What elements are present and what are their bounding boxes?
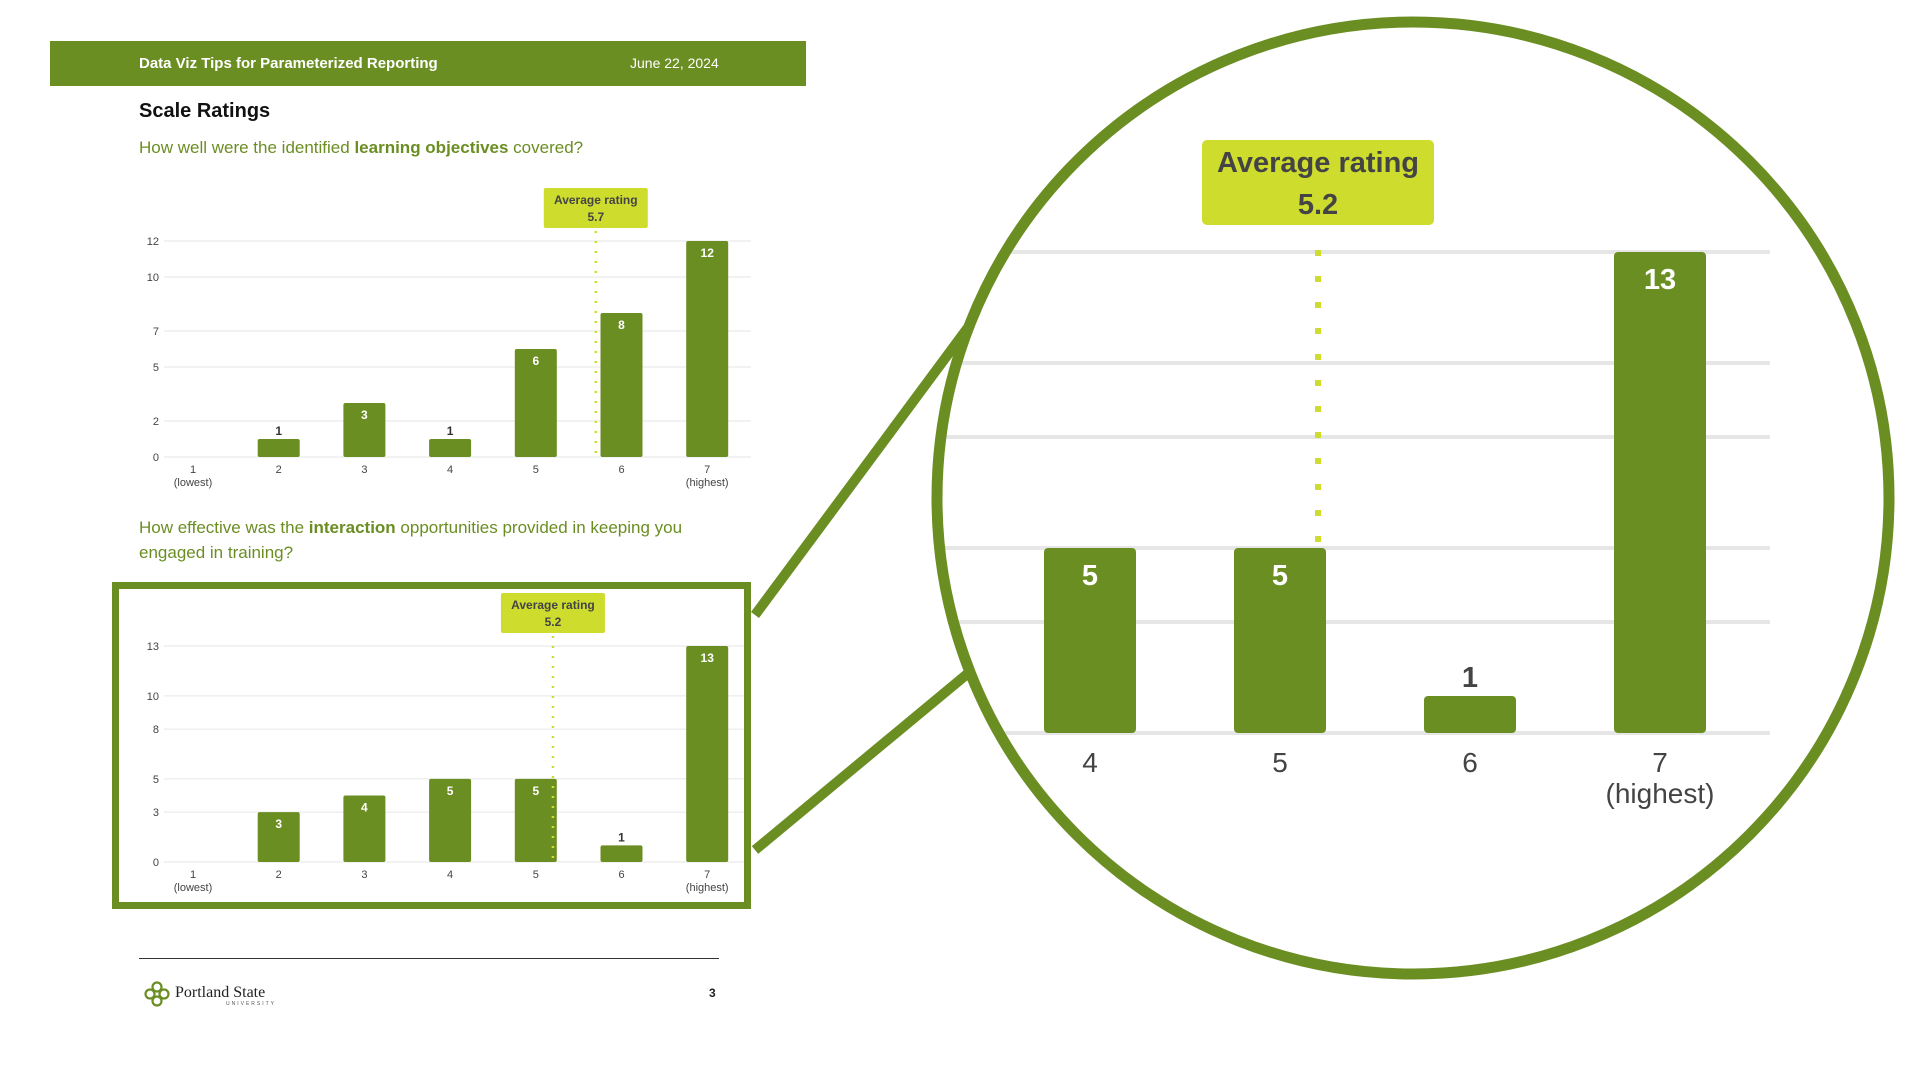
- page-number: 3: [709, 986, 716, 1000]
- zoom-bar: [1614, 252, 1706, 733]
- zoom-bar-value-label: 5: [1272, 560, 1288, 592]
- footer-divider: [139, 958, 719, 959]
- zoom-bar-value-label: 13: [1644, 264, 1676, 296]
- zoom-bar: [1424, 696, 1516, 733]
- zoom-average-value: 5.2: [1298, 189, 1338, 221]
- zoom-x-tick-label: 5: [1272, 747, 1288, 778]
- footer-university: UNIVERSITY: [226, 1001, 276, 1007]
- zoom-connector: [755, 670, 972, 850]
- portland-state-logo-icon: [143, 980, 171, 1008]
- zoom-x-tick-label: 4: [1082, 747, 1098, 778]
- zoom-average-label: Average rating: [1217, 147, 1419, 179]
- footer-brand: Portland State: [175, 984, 265, 1002]
- zoom-bar-value-label: 1: [1462, 662, 1478, 694]
- zoom-bar-value-label: 5: [1082, 560, 1098, 592]
- zoom-x-tick-label: 6: [1462, 747, 1478, 778]
